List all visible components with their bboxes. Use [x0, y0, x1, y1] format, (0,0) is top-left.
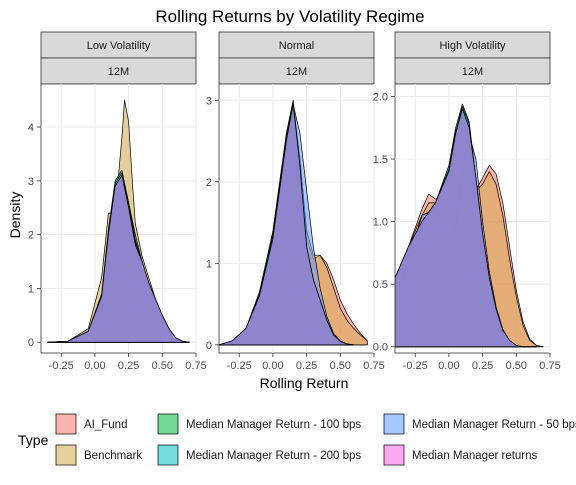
legend-item: Median Manager Return - 100 bps: [157, 413, 361, 435]
y-tick-label: 0.5: [373, 279, 388, 291]
legend-key: [157, 413, 179, 435]
y-tick-label: 1.0: [373, 217, 388, 229]
x-tick-label: -0.25: [227, 360, 252, 372]
density-area-median-manager-returns: [47, 175, 190, 343]
y-tick-label: 3: [206, 95, 212, 107]
chart-title: Rolling Returns by Volatility Regime: [155, 7, 424, 26]
x-tick-label: 0.00: [262, 360, 283, 372]
legend-label: Median Manager Return - 100 bps: [186, 419, 361, 431]
legend-item: Median Manager Return - 50 bps: [383, 413, 576, 435]
y-tick-label: 0: [28, 337, 34, 349]
density-areas: [219, 99, 368, 346]
legend-item: Benchmark: [55, 444, 142, 466]
y-tick-label: 4: [28, 122, 34, 134]
y-tick-label: 2.0: [373, 92, 388, 104]
x-tick-label: 0.25: [296, 360, 317, 372]
x-tick-label: -0.25: [49, 360, 74, 372]
legend-label: Median Manager Return - 50 bps: [412, 419, 576, 431]
x-tick-label: 0.25: [118, 360, 139, 372]
x-axis-title: Rolling Return: [260, 375, 349, 391]
strip-window-bg: [218, 57, 375, 85]
y-tick-label: 0: [206, 340, 212, 352]
legend-key: [383, 413, 405, 435]
density-area-median-manager-returns: [219, 104, 355, 346]
strip-regime-label: High Volatility: [439, 40, 506, 52]
strip-window-bg: [40, 57, 197, 85]
strip-regime-bg: [40, 31, 197, 59]
strip-window-bg: [394, 57, 551, 85]
x-tick-label: 0.50: [152, 360, 173, 372]
legend-key: [55, 444, 77, 466]
legend-item: AI_Fund: [55, 413, 127, 435]
y-tick-label: 0.0: [373, 342, 388, 354]
x-tick-label: 0.50: [330, 360, 351, 372]
legend-label: Benchmark: [84, 450, 142, 462]
x-tick-label: 0.75: [363, 360, 384, 372]
legend: AI_Fund Benchmark Median Manager Return - …: [55, 413, 576, 466]
legend-title: Type: [18, 432, 49, 448]
strip-window-label: 12M: [108, 66, 129, 78]
x-tick-label: 0.75: [185, 360, 206, 372]
y-tick-label: 1: [28, 283, 34, 295]
density-areas: [395, 103, 544, 348]
panel-2: High Volatility 12M -0.25 0.00 0.25 0.50 0.75 0…: [373, 31, 561, 372]
legend-label: Median Manager returns: [412, 450, 538, 462]
y-axis-title: Density: [7, 192, 23, 239]
strip-regime-label: Normal: [279, 40, 314, 52]
x-tick-label: 0.50: [506, 360, 527, 372]
strip-regime-label: Low Volatility: [87, 40, 151, 52]
legend-key: [157, 444, 179, 466]
x-tick-label: 0.25: [472, 360, 493, 372]
strip-window-label: 12M: [462, 66, 483, 78]
legend-item: Median Manager Return - 200 bps: [157, 444, 361, 466]
panel-0: Low Volatility 12M -0.25 0.00 0.25 0.50 0.75 0 1…: [28, 31, 207, 372]
legend-label: Median Manager Return - 200 bps: [186, 450, 361, 462]
x-tick-label: -0.25: [403, 360, 428, 372]
y-tick-label: 1: [206, 258, 212, 270]
strip-regime-bg: [394, 31, 551, 59]
x-tick-label: 0.00: [438, 360, 459, 372]
strip-window-label: 12M: [286, 66, 307, 78]
y-tick-label: 2: [206, 177, 212, 189]
x-tick-label: 0.75: [539, 360, 560, 372]
legend-item: Median Manager returns: [383, 444, 538, 466]
x-tick-label: 0.00: [84, 360, 105, 372]
legend-key: [55, 413, 77, 435]
legend-label: AI_Fund: [84, 419, 127, 431]
density-area-median-manager-returns: [395, 108, 537, 348]
y-tick-label: 2: [28, 230, 34, 242]
y-tick-label: 3: [28, 176, 34, 188]
panel-1: Normal 12M -0.25 0.00 0.25 0.50 0.75 0 1 2 3: [206, 31, 385, 372]
legend-key: [383, 444, 405, 466]
y-tick-label: 1.5: [373, 154, 388, 166]
density-areas: [47, 99, 190, 343]
